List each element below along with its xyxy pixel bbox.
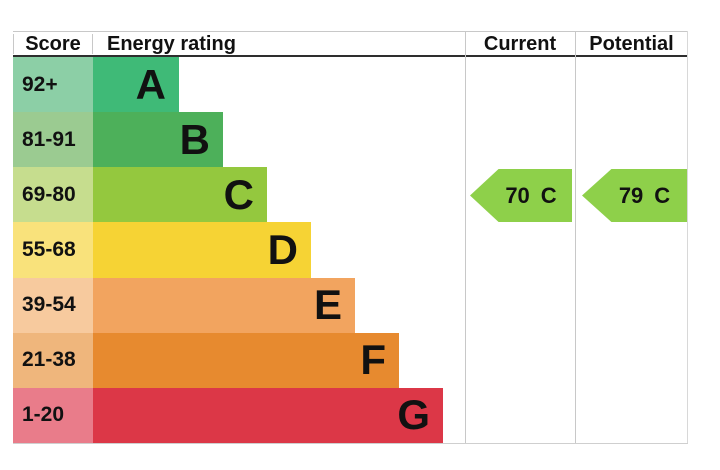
column-divider-current xyxy=(465,31,466,443)
header-energy-rating: Energy rating xyxy=(107,32,236,55)
band-row-a: 92+ A xyxy=(13,57,688,113)
score-range-e: 39-54 xyxy=(13,277,93,333)
column-divider-potential xyxy=(575,31,576,443)
potential-rating-value: 79 xyxy=(618,182,644,208)
header-current: Current xyxy=(483,32,557,55)
score-range-a: 92+ xyxy=(13,57,93,113)
band-letter-e: E xyxy=(313,281,342,329)
band-letter-a: A xyxy=(135,60,166,108)
band-row-c: 69-80 C xyxy=(13,167,688,223)
band-letter-d: D xyxy=(267,225,298,273)
epc-rating-chart: Score Energy rating Current Potential 92… xyxy=(13,31,688,444)
band-row-e: 39-54 E xyxy=(13,277,688,333)
score-range-f: 21-38 xyxy=(13,332,93,388)
band-row-g: 1-20 G xyxy=(13,387,688,443)
potential-rating-band: C xyxy=(654,182,671,208)
current-rating-band: C xyxy=(540,182,557,208)
header-row: Score Energy rating Current Potential xyxy=(13,31,688,57)
header-score: Score xyxy=(13,33,93,54)
rating-bar-a: A xyxy=(93,57,179,113)
score-range-d: 55-68 xyxy=(13,222,93,278)
score-range-b: 81-91 xyxy=(13,112,93,168)
band-row-d: 55-68 D xyxy=(13,222,688,278)
current-rating-value: 70 xyxy=(505,182,530,208)
rating-bar-d: D xyxy=(93,222,311,278)
score-range-g: 1-20 xyxy=(13,387,93,443)
band-letter-g: G xyxy=(397,391,430,439)
rating-bar-e: E xyxy=(93,277,355,333)
band-letter-f: F xyxy=(360,336,386,384)
band-row-b: 81-91 B xyxy=(13,112,688,168)
score-range-c: 69-80 xyxy=(13,167,93,223)
rating-bar-f: F xyxy=(93,332,399,388)
header-potential: Potential xyxy=(589,32,674,55)
rating-bar-c: C xyxy=(93,167,267,223)
band-letter-b: B xyxy=(179,115,210,163)
rating-bar-b: B xyxy=(93,112,223,168)
band-row-f: 21-38 F xyxy=(13,332,688,388)
band-letter-c: C xyxy=(223,170,254,218)
rating-bar-g: G xyxy=(93,387,443,443)
table-right-border xyxy=(687,31,688,443)
